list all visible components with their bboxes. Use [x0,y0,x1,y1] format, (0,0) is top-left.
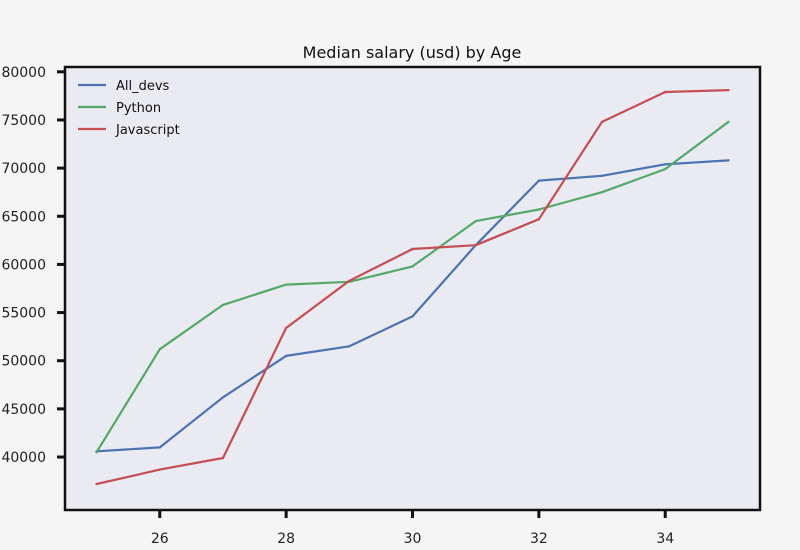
series-layer [95,88,730,486]
data-point-javascript [474,244,477,247]
data-point-javascript [158,468,161,471]
y-tick-label: 60000 [1,257,46,273]
data-point-javascript [727,88,730,92]
x-tick-label: 30 [404,531,422,547]
y-tick-label: 40000 [1,450,46,466]
data-point-python [411,265,414,268]
y-tick-label: 75000 [1,113,46,129]
data-point-javascript [411,247,414,251]
data-point-javascript [221,456,225,460]
data-point-python [727,120,730,124]
y-tick-label: 45000 [1,402,46,418]
legend-label: Javascript [115,123,180,138]
data-point-python [664,167,667,171]
y-tick-label: 80000 [1,65,46,81]
x-tick-label: 32 [530,531,548,547]
data-point-python [95,451,98,454]
data-point-python [600,191,604,194]
data-point-python [284,283,288,286]
data-point-all-devs [158,446,161,449]
chart-title: Median salary (usd) by Age [303,43,522,62]
data-point-python [537,208,541,211]
x-tick-label: 26 [151,531,169,547]
plot-area [65,67,760,510]
data-point-javascript [600,120,604,124]
data-point-all-devs [664,163,667,166]
data-point-javascript [664,90,667,94]
legend-label: Python [116,101,161,116]
data-point-javascript [348,279,351,282]
data-point-all-devs [537,179,541,182]
data-point-python [474,219,477,223]
data-point-all-devs [411,315,414,318]
data-point-all-devs [284,354,288,358]
data-point-python [221,303,225,307]
y-tick-label: 70000 [1,161,46,177]
x-tick-label: 28 [277,531,295,547]
data-point-javascript [95,482,98,486]
data-point-all-devs [221,396,225,399]
data-point-javascript [537,218,541,221]
data-point-all-devs [727,159,730,162]
data-point-python [158,348,161,351]
y-tick-label: 50000 [1,354,46,370]
y-tick-label: 55000 [1,306,46,322]
x-axis: 26 28 30 32 34 [151,510,674,547]
y-axis: 40000 45000 50000 55000 60000 65000 70000 75000… [1,65,65,466]
y-tick-label: 65000 [1,209,46,225]
legend-label: All_devs [116,79,170,94]
data-point-all-devs [348,345,351,348]
data-point-all-devs [600,174,604,177]
x-tick-label: 34 [656,531,674,547]
data-point-javascript [284,326,288,330]
legend: All_devs Python Javascript [78,79,180,138]
